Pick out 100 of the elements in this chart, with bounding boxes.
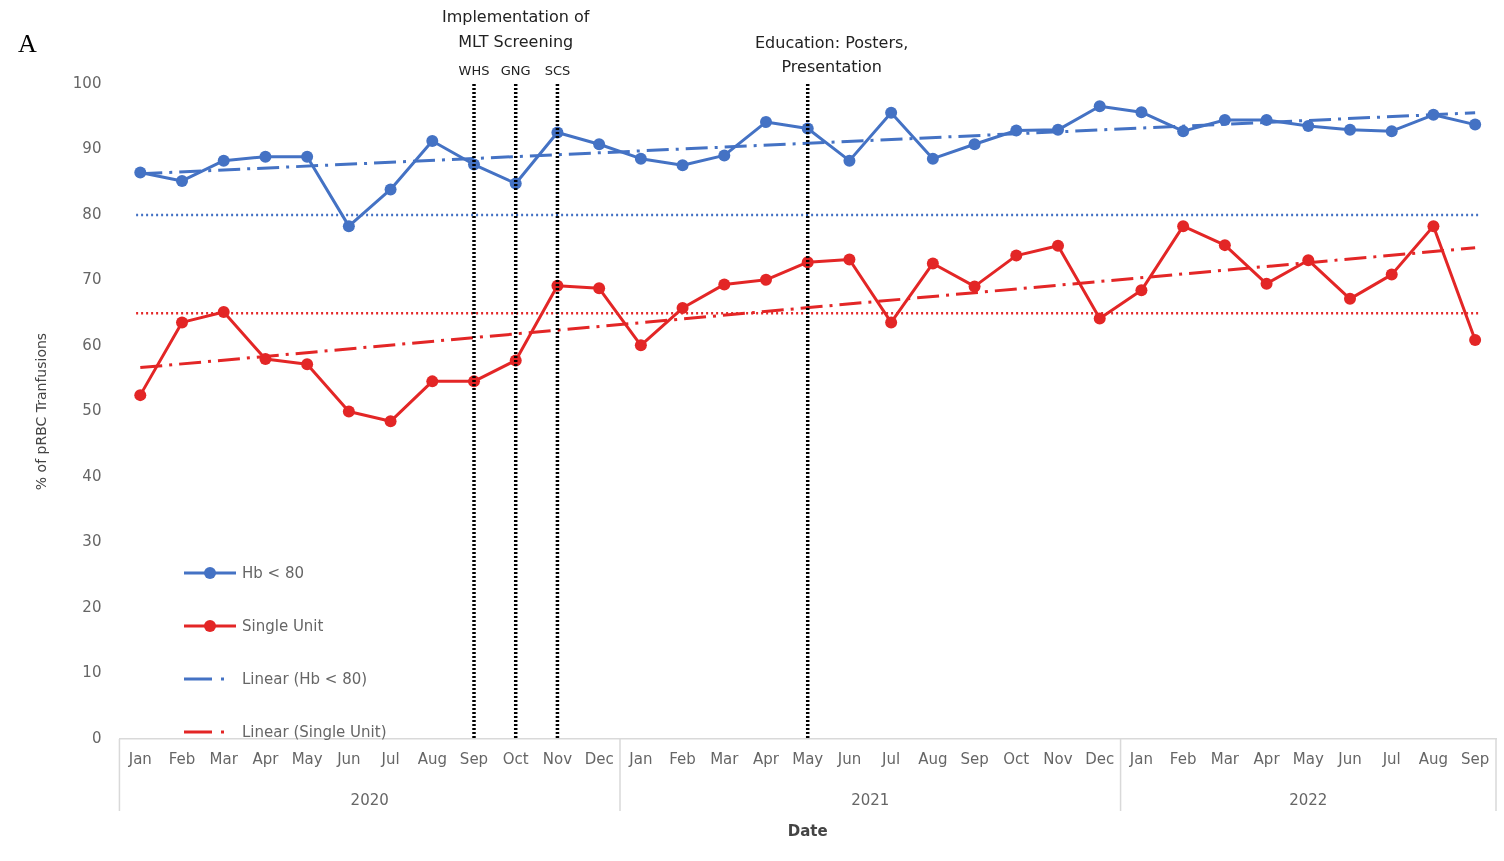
point (926, 257, 939, 270)
point (1260, 114, 1273, 127)
point (1302, 254, 1315, 267)
point (1135, 106, 1148, 119)
x-tick-label: Mar (710, 749, 740, 768)
y-tick-label: 10 (82, 663, 102, 682)
point (301, 358, 314, 371)
point (885, 316, 898, 329)
point (1135, 284, 1148, 297)
text: Implementation of MLT Screening (441, 7, 590, 51)
x-tick-label: Dec (584, 749, 614, 768)
y-axis-title: % of pRBC Tranfusions (33, 332, 50, 491)
x-tick-label: Aug (417, 749, 447, 768)
x-tick-label: Apr (1253, 749, 1281, 768)
point (1344, 123, 1356, 136)
point (634, 339, 647, 352)
ref-line-label: Education: Posters, Presentation (754, 33, 909, 76)
x-tick-label: Aug (918, 749, 948, 768)
x-tick-label: Jan (127, 749, 152, 768)
legend-label: Linear (Hb < 80) (242, 669, 368, 688)
point (1010, 249, 1023, 262)
point (634, 152, 647, 165)
point (1052, 123, 1064, 136)
x-tick-label: Sep (1461, 749, 1490, 768)
point (718, 149, 731, 162)
x-tick-label: Dec (1085, 749, 1115, 768)
x-tick-label: Feb (669, 749, 696, 768)
x-tick-label: Apr (252, 749, 280, 768)
x-tick-label: Aug (1418, 749, 1449, 768)
point (1469, 334, 1482, 347)
x-tick-label: Mar (209, 749, 239, 768)
point (426, 134, 439, 147)
x-tick-label: Oct (1003, 749, 1030, 768)
point (718, 278, 731, 291)
ref-line-label: GNG (500, 63, 531, 78)
point (968, 280, 981, 293)
point (342, 405, 355, 418)
text: 2022 (1289, 791, 1328, 809)
x-tick-label: May (792, 749, 824, 768)
y-tick-label: 70 (82, 270, 102, 289)
x-tick-label: Jun (336, 749, 361, 768)
point (968, 138, 981, 151)
point (1344, 292, 1356, 305)
x-tick-label: Oct (502, 749, 529, 768)
x-tick-label: Nov (542, 749, 573, 768)
point (301, 150, 314, 163)
y-tick-label: 60 (82, 335, 102, 354)
point (1427, 220, 1440, 233)
legend-label: Hb < 80 (242, 563, 304, 582)
y-tick-label: 90 (82, 139, 102, 158)
x-tick-label: Sep (960, 749, 989, 768)
x-tick-label: Jan (1128, 749, 1153, 768)
x-tick-label: May (1292, 749, 1324, 768)
point (134, 166, 147, 179)
x-tick-label: Jul (1381, 749, 1401, 768)
point (1469, 118, 1482, 131)
x-tick-label: Jun (1337, 749, 1362, 768)
point (134, 389, 147, 402)
point (259, 150, 272, 163)
y-tick-label: 30 (82, 532, 102, 551)
point (1427, 108, 1440, 121)
y-tick-label: 0 (91, 728, 102, 747)
x-tick-label: Apr (753, 749, 780, 768)
text: 2021 (851, 791, 890, 809)
x-tick-label: Feb (1169, 749, 1197, 768)
point (676, 159, 689, 172)
point (843, 253, 856, 266)
point (1218, 114, 1231, 127)
point (384, 183, 397, 196)
point (176, 174, 188, 187)
x-tick-label: Jun (836, 749, 862, 768)
point (1385, 268, 1398, 281)
point (217, 154, 230, 167)
x-tick-label: Mar (1210, 749, 1240, 768)
point (384, 415, 397, 428)
y-tick-label: 100 (72, 73, 102, 92)
point (843, 154, 856, 167)
point (593, 138, 606, 151)
y-tick-label: 20 (82, 597, 102, 616)
x-tick-label: Jan (628, 749, 653, 768)
x-tick-label: Feb (168, 749, 196, 768)
point (176, 316, 188, 329)
x-tick-label: Nov (1043, 749, 1073, 768)
text: A (18, 29, 37, 58)
ref-line-label: WHS (458, 63, 490, 78)
point (259, 353, 272, 366)
x-tick-label: Jul (380, 749, 400, 768)
point (676, 302, 689, 315)
point (342, 220, 355, 233)
text: 2020 (350, 791, 389, 809)
x-axis-title: Date (787, 822, 828, 840)
point (1302, 119, 1315, 132)
point (885, 106, 898, 119)
y-tick-label: 40 (82, 466, 102, 485)
point (760, 115, 772, 128)
x-tick-label: Sep (459, 749, 489, 768)
point (593, 282, 606, 295)
point (1260, 277, 1273, 290)
point (426, 375, 439, 388)
legend-label: Single Unit (242, 616, 324, 635)
